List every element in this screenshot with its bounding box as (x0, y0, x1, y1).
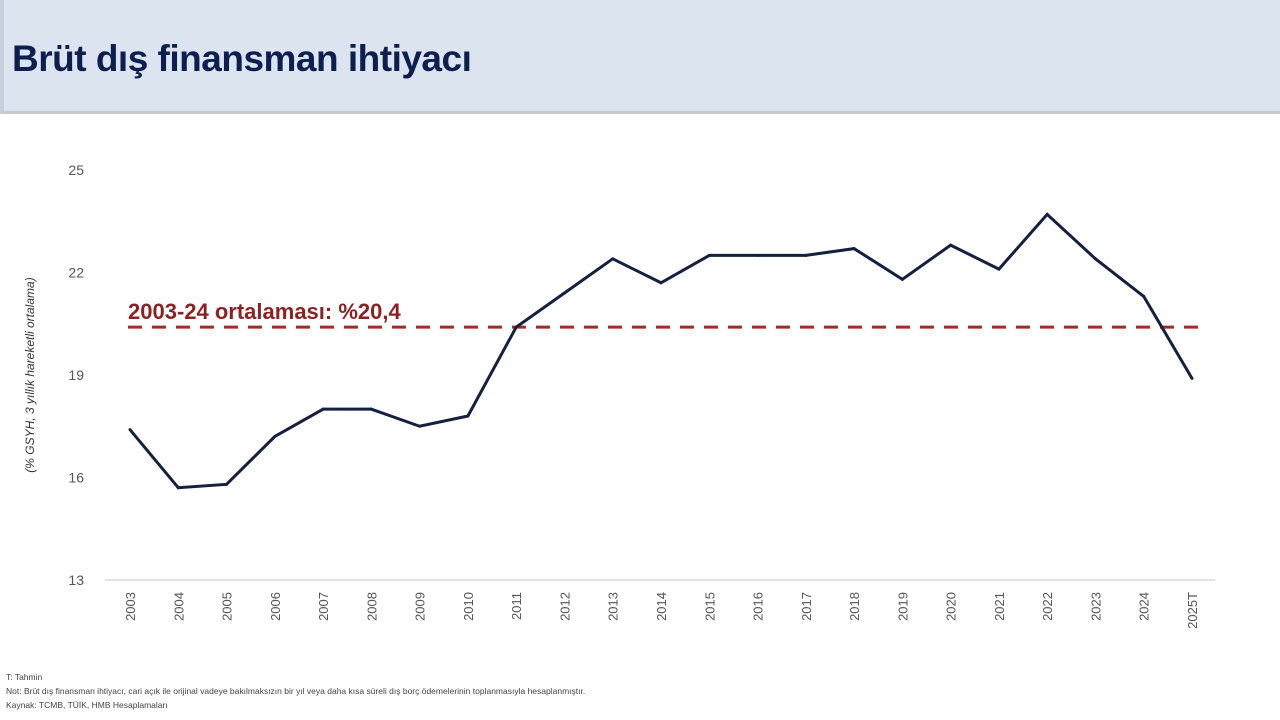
x-tick-label: 2015 (702, 592, 717, 621)
y-tick-label: 13 (68, 572, 84, 588)
data-point (852, 247, 856, 251)
data-point (225, 482, 229, 486)
x-tick-label: 2008 (364, 592, 379, 621)
x-tick-label: 2019 (895, 592, 910, 621)
data-point (418, 424, 422, 428)
x-tick-label: 2010 (461, 592, 476, 621)
data-point (1142, 294, 1146, 298)
y-tick-label: 19 (68, 367, 84, 383)
x-tick-label: 2017 (799, 592, 814, 621)
source-note: Kaynak: TCMB, TÜİK, HMB Hesaplamaları (6, 700, 168, 710)
x-tick-label: 2024 (1137, 592, 1152, 621)
data-point (176, 486, 180, 490)
data-point (128, 428, 132, 432)
x-tick-label: 2011 (509, 592, 524, 620)
x-tick-label: 2025T (1185, 592, 1200, 629)
y-tick-label: 25 (68, 162, 84, 178)
data-point (804, 253, 808, 257)
x-tick-label: 2003 (123, 592, 138, 621)
x-tick-label: 2012 (557, 592, 572, 621)
forecast-note: T: Tahmin (6, 672, 43, 682)
data-point (707, 253, 711, 257)
data-point (369, 407, 373, 411)
data-point (1045, 212, 1049, 216)
data-point (949, 243, 953, 247)
line-chart: 13 16 19 22 25 2003 2004 2005 2006 2007 2008 2009 20… (23, 162, 1215, 629)
x-tick-label: 2020 (944, 592, 959, 621)
x-tick-label: 2018 (847, 592, 862, 621)
data-point (900, 277, 904, 281)
method-note: Not: Brüt dış finansman ihtiyacı, cari a… (6, 686, 586, 696)
x-tick-label: 2006 (268, 592, 283, 621)
x-tick-label: 2023 (1088, 592, 1103, 621)
x-tick-label: 2021 (992, 592, 1007, 621)
data-point (562, 291, 566, 295)
data-point (1093, 257, 1097, 261)
footnotes: T: Tahmin Not: Brüt dış finansman ihtiya… (6, 670, 585, 712)
data-point (659, 281, 663, 285)
x-tick-label: 2009 (413, 592, 428, 621)
data-point (1190, 376, 1194, 380)
x-tick-label: 2004 (171, 592, 186, 621)
data-point (321, 407, 325, 411)
data-point (514, 325, 518, 329)
data-point (611, 257, 615, 261)
x-tick-label: 2014 (654, 592, 669, 621)
x-tick-label: 2016 (751, 592, 766, 621)
x-tick-label: 2022 (1040, 592, 1055, 621)
data-point (997, 267, 1001, 271)
average-label: 2003-24 ortalaması: %20,4 (128, 299, 401, 324)
title-bar: Brüt dış finansman ihtiyacı (0, 0, 1280, 114)
y-tick-label: 16 (68, 470, 84, 486)
data-point (273, 435, 277, 438)
y-axis-label: (% GSYH, 3 yıllık hareketli ortalama) (23, 277, 37, 472)
data-point (466, 414, 470, 418)
x-tick-label: 2005 (220, 592, 235, 621)
x-tick-label: 2013 (606, 592, 621, 621)
x-tick-label: 2007 (316, 592, 331, 621)
y-tick-label: 22 (68, 265, 84, 281)
series-line (128, 212, 1194, 490)
page-title: Brüt dış finansman ihtiyacı (12, 38, 472, 79)
data-point (756, 253, 760, 257)
